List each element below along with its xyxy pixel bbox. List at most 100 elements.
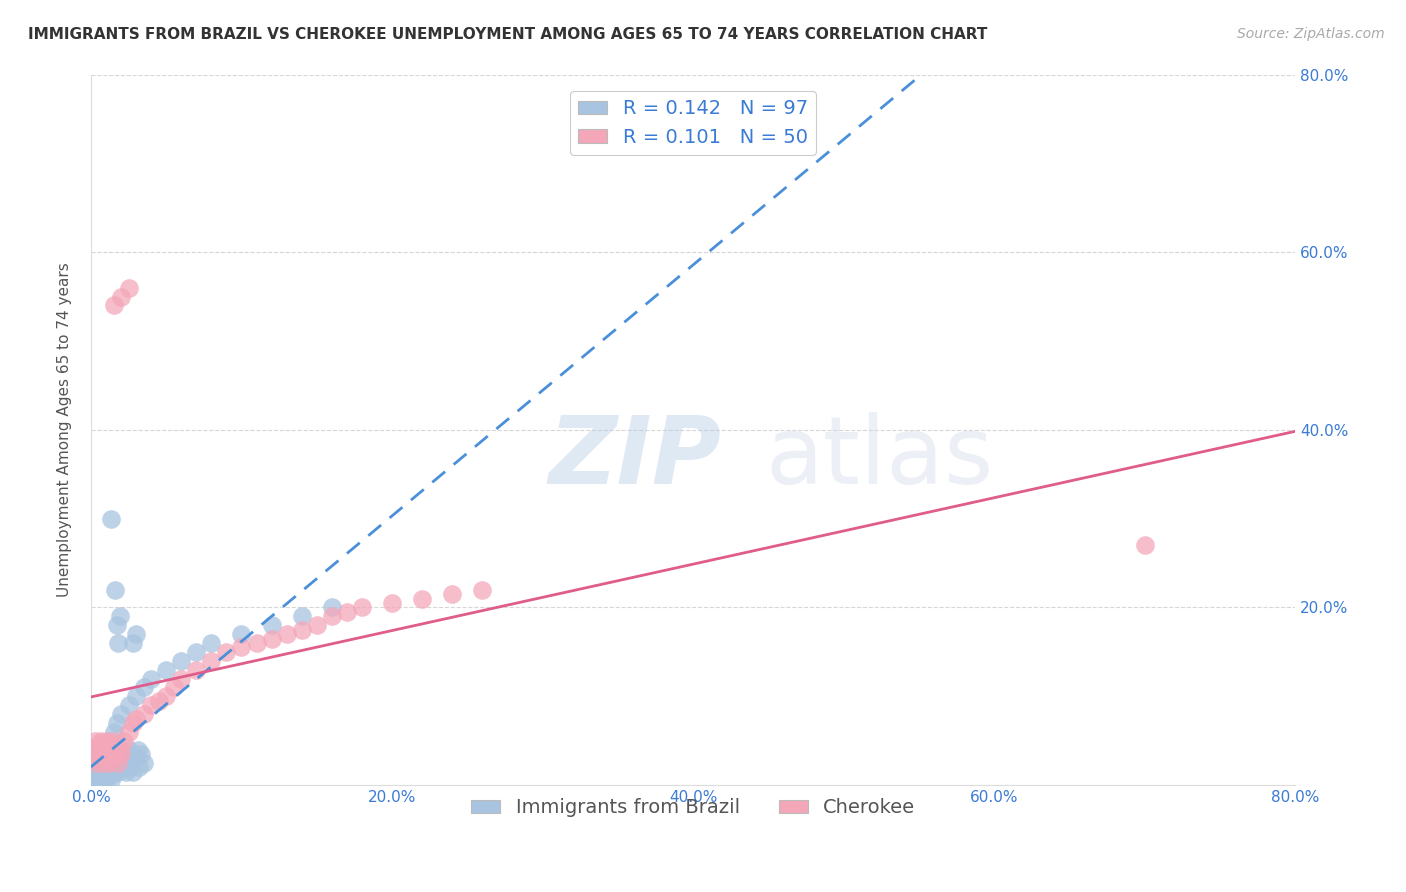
Point: [96, 760, 118, 774]
Point: [90, 751, 112, 765]
Point: [90, 760, 112, 774]
Point: [101, 767, 124, 781]
Point: [83, 751, 105, 765]
Point: [231, 627, 253, 641]
Point: [114, 764, 136, 779]
Point: [122, 764, 145, 779]
Text: ZIP: ZIP: [548, 412, 721, 504]
Point: [112, 756, 135, 770]
Point: [103, 298, 125, 312]
Point: [260, 632, 283, 646]
Point: [163, 681, 186, 695]
Point: [94, 769, 117, 783]
Point: [108, 742, 131, 756]
Point: [96, 733, 118, 747]
Point: [105, 715, 128, 730]
Point: [245, 636, 267, 650]
Point: [98, 747, 121, 761]
Point: [100, 742, 122, 756]
Point: [103, 760, 125, 774]
Point: [129, 747, 152, 761]
Point: [125, 751, 148, 765]
Point: [86, 756, 108, 770]
Point: [186, 645, 208, 659]
Point: [155, 663, 177, 677]
Point: [84, 756, 107, 770]
Point: [103, 733, 125, 747]
Point: [104, 764, 127, 779]
Y-axis label: Unemployment Among Ages 65 to 74 years: Unemployment Among Ages 65 to 74 years: [58, 262, 72, 598]
Point: [90, 771, 112, 785]
Point: [105, 760, 128, 774]
Point: [108, 756, 131, 770]
Text: IMMIGRANTS FROM BRAZIL VS CHEROKEE UNEMPLOYMENT AMONG AGES 65 TO 74 YEARS CORREL: IMMIGRANTS FROM BRAZIL VS CHEROKEE UNEMP…: [28, 27, 987, 42]
Point: [103, 724, 125, 739]
Point: [170, 672, 193, 686]
Point: [120, 756, 142, 770]
Point: [132, 681, 155, 695]
Point: [112, 747, 135, 761]
Point: [98, 733, 121, 747]
Point: [90, 769, 112, 783]
Point: [87, 738, 110, 752]
Point: [441, 587, 464, 601]
Point: [200, 654, 222, 668]
Point: [108, 609, 131, 624]
Point: [100, 756, 122, 770]
Point: [93, 742, 115, 756]
Point: [89, 764, 111, 779]
Point: [231, 640, 253, 655]
Point: [96, 751, 118, 765]
Point: [82, 773, 104, 788]
Point: [110, 289, 132, 303]
Point: [132, 756, 155, 770]
Point: [132, 707, 155, 722]
Point: [107, 747, 129, 761]
Point: [84, 733, 107, 747]
Point: [86, 771, 108, 785]
Point: [200, 636, 222, 650]
Point: [125, 711, 148, 725]
Point: [110, 707, 132, 722]
Point: [98, 756, 121, 770]
Point: [93, 762, 115, 776]
Point: [117, 724, 139, 739]
Point: [111, 760, 134, 774]
Point: [91, 742, 114, 756]
Point: [141, 672, 163, 686]
Point: [103, 742, 125, 756]
Point: [128, 760, 150, 774]
Point: [96, 762, 118, 776]
Point: [107, 636, 129, 650]
Point: [98, 764, 121, 779]
Point: [89, 772, 111, 787]
Point: [84, 773, 107, 788]
Point: [87, 764, 110, 779]
Point: [110, 747, 132, 761]
Point: [100, 772, 122, 787]
Text: Source: ZipAtlas.com: Source: ZipAtlas.com: [1237, 27, 1385, 41]
Point: [101, 764, 124, 779]
Point: [91, 756, 114, 770]
Point: [186, 663, 208, 677]
Point: [104, 582, 127, 597]
Point: [91, 756, 114, 770]
Point: [91, 764, 114, 779]
Point: [350, 600, 373, 615]
Point: [96, 769, 118, 783]
Point: [215, 645, 238, 659]
Point: [82, 742, 104, 756]
Point: [103, 762, 125, 776]
Point: [104, 756, 127, 770]
Point: [115, 751, 138, 765]
Point: [87, 769, 110, 783]
Point: [89, 747, 111, 761]
Point: [100, 511, 122, 525]
Point: [100, 742, 122, 756]
Point: [87, 767, 110, 781]
Point: [94, 751, 117, 765]
Point: [93, 764, 115, 779]
Point: [101, 751, 124, 765]
Point: [260, 618, 283, 632]
Point: [101, 747, 124, 761]
